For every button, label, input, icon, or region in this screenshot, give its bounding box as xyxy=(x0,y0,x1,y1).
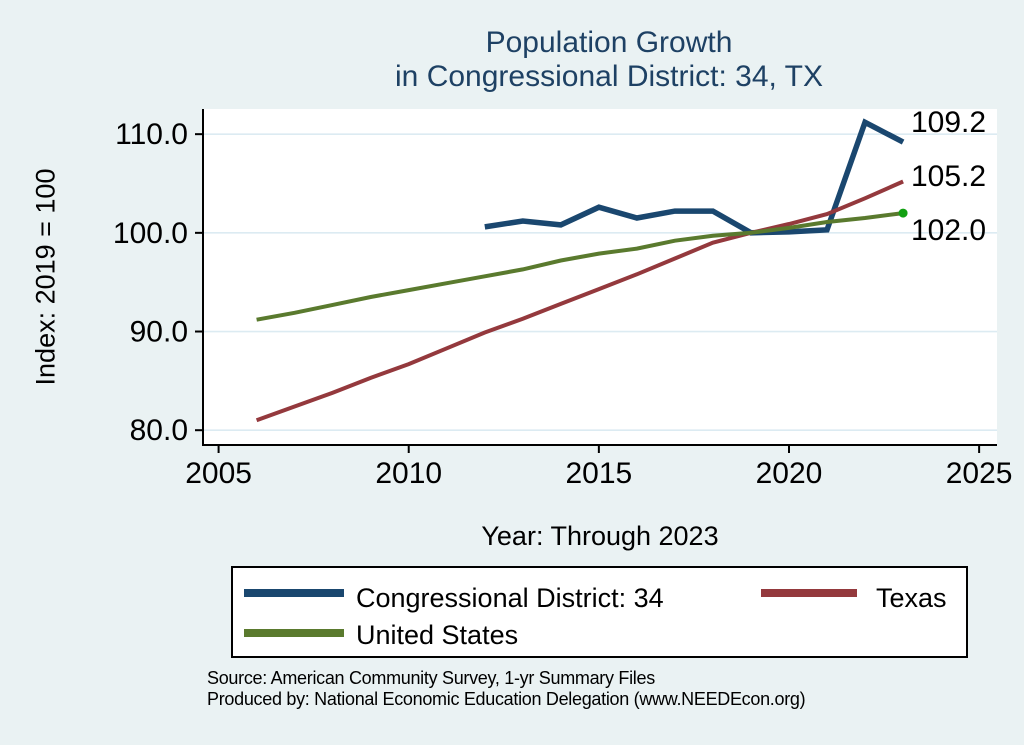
end-value-label-united-states: 102.0 xyxy=(911,214,987,247)
series-end-marker-united-states xyxy=(898,208,908,218)
legend-label-texas: Texas xyxy=(876,583,947,613)
y-tick-label-100: 100.0 xyxy=(113,217,188,250)
legend-label-united-states: United States xyxy=(356,620,519,650)
x-tick-label-2025: 2025 xyxy=(946,457,1013,490)
chart-title-line1: Population Growth xyxy=(485,26,733,59)
source-line2: Produced by: National Economic Education… xyxy=(207,689,806,709)
legend-swatch-texas xyxy=(761,589,857,597)
legend-swatch-united-states xyxy=(244,629,344,637)
plot-area xyxy=(203,109,997,445)
y-tick-label-80: 80.0 xyxy=(130,414,188,447)
legend-label-congressional-district: Congressional District: 34 xyxy=(356,583,664,613)
legend: Congressional District: 34 Texas United … xyxy=(231,566,968,658)
chart-title-line2: in Congressional District: 34, TX xyxy=(395,60,823,93)
chart-title: Population Growth in Congressional Distr… xyxy=(203,26,1015,94)
x-tick-label-2020: 2020 xyxy=(756,457,823,490)
source-note: Source: American Community Survey, 1-yr … xyxy=(207,668,987,710)
series-line-texas xyxy=(255,179,904,423)
y-tick-label-90: 90.0 xyxy=(130,316,188,349)
x-tick-label-2015: 2015 xyxy=(565,457,632,490)
y-tick-label-110: 110.0 xyxy=(115,118,188,151)
x-tick-label-2005: 2005 xyxy=(185,457,252,490)
series-line-united-states xyxy=(256,211,904,322)
x-axis-title: Year: Through 2023 xyxy=(481,521,719,551)
source-line1: Source: American Community Survey, 1-yr … xyxy=(207,668,655,688)
end-value-label-texas: 105.2 xyxy=(911,160,987,193)
x-tick-label-2010: 2010 xyxy=(375,457,442,490)
end-value-label-congressional-district: 109.2 xyxy=(911,106,987,139)
y-axis-title: Index: 2019 = 100 xyxy=(30,168,61,386)
legend-swatch-congressional-district xyxy=(244,589,344,597)
